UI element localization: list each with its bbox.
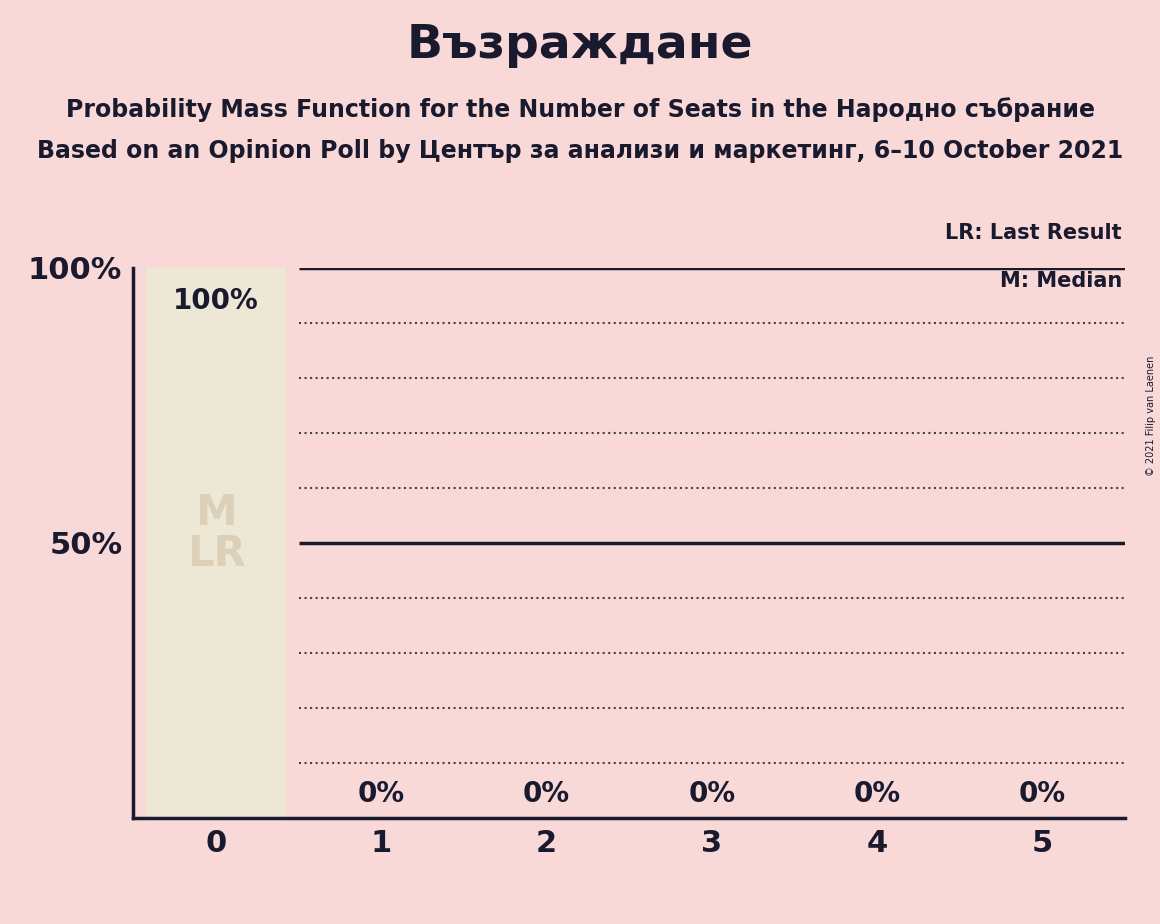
Text: © 2021 Filip van Laenen: © 2021 Filip van Laenen <box>1146 356 1155 476</box>
Text: LR: LR <box>187 533 246 575</box>
Text: 100%: 100% <box>173 287 259 315</box>
Text: Probability Mass Function for the Number of Seats in the Народно събрание: Probability Mass Function for the Number… <box>65 97 1095 122</box>
Text: M: M <box>195 492 237 534</box>
Text: 0%: 0% <box>688 780 735 808</box>
Text: LR: Last Result: LR: Last Result <box>945 224 1122 243</box>
Text: 0%: 0% <box>523 780 571 808</box>
Text: Based on an Opinion Poll by Център за анализи и маркетинг, 6–10 October 2021: Based on an Opinion Poll by Център за ан… <box>37 139 1123 163</box>
Bar <box>146 268 287 818</box>
Text: M: Median: M: Median <box>1000 271 1122 291</box>
Text: 0%: 0% <box>854 780 901 808</box>
Text: 0%: 0% <box>357 780 405 808</box>
Text: 0%: 0% <box>1018 780 1066 808</box>
Text: Възраждане: Възраждане <box>407 23 753 68</box>
